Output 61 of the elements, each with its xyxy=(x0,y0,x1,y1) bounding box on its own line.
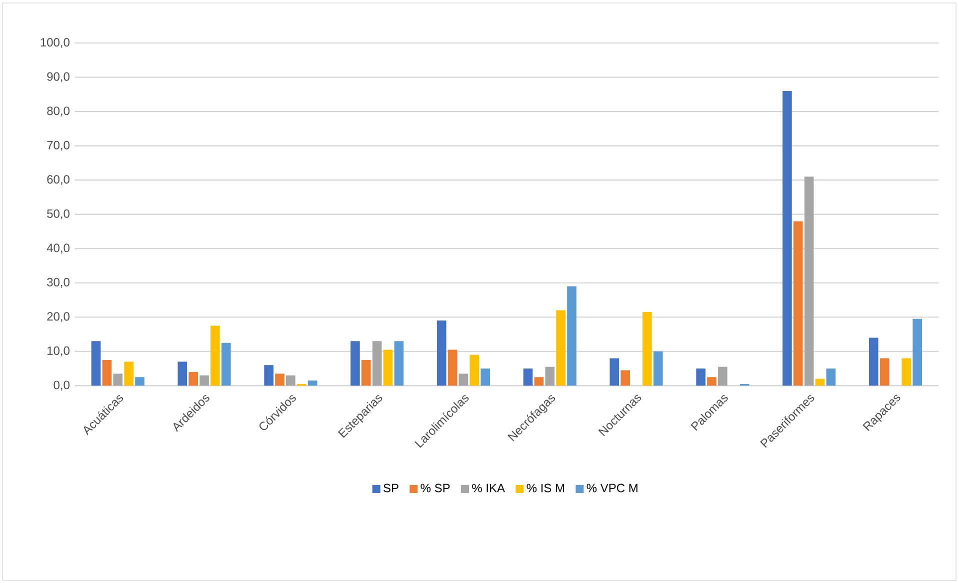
bar xyxy=(480,368,490,386)
bar xyxy=(113,374,123,386)
bar xyxy=(188,372,198,386)
bar xyxy=(394,341,404,386)
bar xyxy=(135,377,144,386)
bar xyxy=(782,90,792,386)
bar xyxy=(653,351,663,386)
bar xyxy=(912,318,922,386)
bar xyxy=(826,368,836,386)
bar xyxy=(868,338,878,386)
y-tick-label: 80,0 xyxy=(47,106,70,116)
bar xyxy=(567,286,576,386)
bar xyxy=(620,370,630,386)
legend-label: SP xyxy=(384,484,398,492)
y-tick-label: 10,0 xyxy=(48,346,70,356)
bar xyxy=(102,360,112,386)
bar xyxy=(707,377,716,386)
legend-label: % IKA xyxy=(472,484,505,492)
y-tick-label: 30,0 xyxy=(47,278,70,288)
y-tick-label: 20,0 xyxy=(47,312,70,322)
bar xyxy=(902,358,912,386)
bar xyxy=(361,360,371,386)
bar xyxy=(221,342,231,386)
legend-label: % VPC M xyxy=(586,484,638,492)
bar xyxy=(815,378,825,386)
y-tick-label: 40,0 xyxy=(46,244,70,254)
bar xyxy=(372,341,382,386)
bar xyxy=(610,358,620,386)
y-tick-label: 60,0 xyxy=(47,175,70,186)
bar xyxy=(124,362,134,386)
bar xyxy=(470,354,480,386)
bar xyxy=(448,350,458,386)
bar xyxy=(286,375,296,386)
legend-label: % SP xyxy=(420,484,450,492)
bar xyxy=(545,366,555,386)
bar xyxy=(91,341,101,386)
bar xyxy=(383,350,393,386)
y-tick-label: 50,0 xyxy=(47,209,70,220)
bar xyxy=(458,374,468,386)
bar xyxy=(210,326,220,386)
y-tick-label: 100,0 xyxy=(40,38,70,48)
bar xyxy=(556,310,566,386)
bar xyxy=(523,368,533,386)
bar xyxy=(200,375,209,386)
y-tick-label: 0,0 xyxy=(54,380,70,391)
bar xyxy=(793,221,803,386)
y-tick-label: 90,0 xyxy=(47,72,70,82)
y-tick-label: 70,0 xyxy=(47,140,70,151)
bar xyxy=(696,368,706,386)
bar xyxy=(642,312,652,386)
bar xyxy=(178,362,188,386)
bar xyxy=(436,320,446,386)
bar xyxy=(534,377,544,386)
bar xyxy=(718,366,728,386)
bar xyxy=(350,341,360,386)
legend-label: % IS M xyxy=(526,484,564,492)
bar xyxy=(275,374,284,386)
bar xyxy=(804,176,814,386)
bar xyxy=(308,380,318,386)
bar xyxy=(264,365,274,386)
bar xyxy=(880,358,890,386)
